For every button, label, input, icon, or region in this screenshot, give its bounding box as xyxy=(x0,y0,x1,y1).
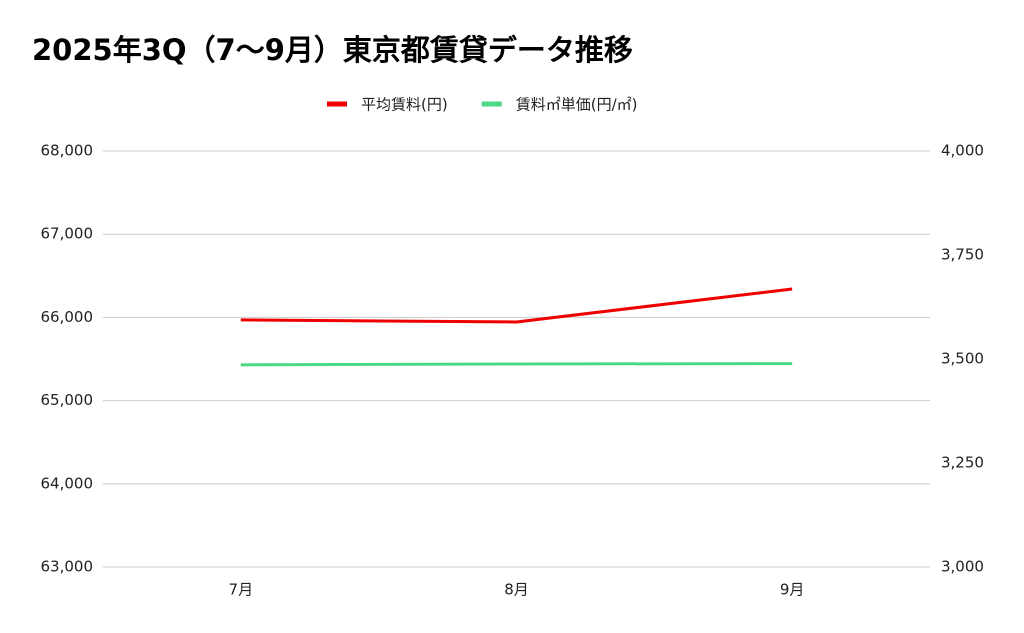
legend-label: 平均賃料(円) xyxy=(361,96,448,114)
y2-tick-label: 3,500 xyxy=(941,350,984,368)
y-tick-label: 68,000 xyxy=(41,142,94,160)
y-tick-label: 67,000 xyxy=(41,225,94,243)
chart-title: 2025年3Q（7〜9月）東京都賃貸データ推移 xyxy=(32,33,633,67)
y-tick-label: 64,000 xyxy=(41,474,94,492)
y2-tick-label: 3,750 xyxy=(941,246,984,264)
series-line xyxy=(240,287,793,324)
legend-label: 賃料㎡単価(円/㎡) xyxy=(516,96,638,114)
y2-tick-label: 3,250 xyxy=(941,454,984,472)
y2-tick-label: 3,000 xyxy=(941,558,984,576)
x-tick-label: 7月 xyxy=(229,581,254,599)
x-tick-label: 9月 xyxy=(780,581,805,599)
y2-tick-label: 4,000 xyxy=(941,142,984,160)
y-tick-label: 63,000 xyxy=(41,558,94,576)
y-tick-label: 65,000 xyxy=(41,391,94,409)
series-line xyxy=(240,362,793,367)
y-tick-label: 66,000 xyxy=(41,308,94,326)
x-tick-label: 8月 xyxy=(504,581,529,599)
